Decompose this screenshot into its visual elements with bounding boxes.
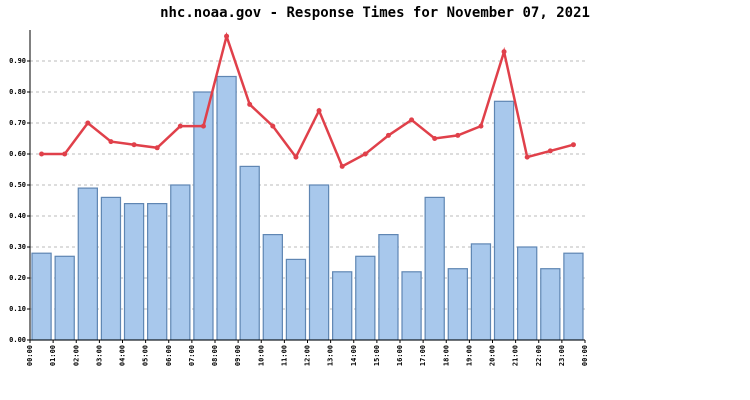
bar xyxy=(424,196,445,341)
x-tick-label: 01:00 xyxy=(49,345,57,366)
bar xyxy=(147,203,168,341)
point xyxy=(455,132,461,138)
chart-title: nhc.noaa.gov - Response Times for Novemb… xyxy=(160,5,590,21)
point xyxy=(85,120,91,126)
bar xyxy=(193,91,214,341)
x-tick-label: 13:00 xyxy=(327,345,335,366)
bar xyxy=(563,252,584,341)
point xyxy=(39,151,45,157)
x-tick-label: 09:00 xyxy=(234,345,242,366)
point xyxy=(131,142,137,148)
bar xyxy=(401,271,422,341)
bar xyxy=(517,246,538,341)
x-tick-label: 14:00 xyxy=(350,345,358,366)
point xyxy=(385,132,391,138)
x-tick-label: 20:00 xyxy=(489,345,497,366)
y-tick-label: 0.80 xyxy=(9,88,26,96)
bar xyxy=(447,268,468,341)
x-tick-label: 03:00 xyxy=(95,345,103,366)
line xyxy=(41,31,574,169)
bar xyxy=(378,234,399,341)
x-tick-label: 22:00 xyxy=(535,345,543,366)
x-tick-label: 17:00 xyxy=(419,345,427,366)
y-tick-label: 0.00 xyxy=(9,336,26,344)
bar xyxy=(170,184,191,341)
x-tick-label: 06:00 xyxy=(165,345,173,366)
point xyxy=(478,123,484,129)
bar xyxy=(285,258,307,341)
point xyxy=(362,151,368,157)
y-tick-label: 0.70 xyxy=(9,119,26,127)
x-tick-label: 07:00 xyxy=(188,345,196,366)
bar xyxy=(54,255,75,341)
bar xyxy=(470,243,492,341)
point xyxy=(524,154,530,160)
point xyxy=(316,108,322,114)
x-tick-label: 18:00 xyxy=(442,345,450,366)
bar xyxy=(308,184,330,341)
x-tick-label: 00:00 xyxy=(581,345,589,366)
point xyxy=(108,139,114,145)
x-tick-label: 12:00 xyxy=(304,345,312,366)
x-tick-label: 16:00 xyxy=(396,345,404,366)
bar xyxy=(31,252,52,341)
y-tick-label: 0.20 xyxy=(9,274,26,282)
x-tick-label: 11:00 xyxy=(280,345,288,366)
x-tick-label: 19:00 xyxy=(465,345,473,366)
y-tick-label: 0.30 xyxy=(9,243,26,251)
x-tick-label: 08:00 xyxy=(211,345,219,366)
bar xyxy=(123,203,145,341)
point xyxy=(501,49,507,55)
x-tick-label: 02:00 xyxy=(72,345,80,366)
point xyxy=(154,145,160,151)
point xyxy=(547,148,553,154)
x-tick-label: 04:00 xyxy=(119,345,127,366)
point xyxy=(200,123,206,129)
point xyxy=(293,154,299,160)
bar xyxy=(355,255,376,341)
x-tick-label: 15:00 xyxy=(373,345,381,366)
bar xyxy=(77,187,98,341)
bar xyxy=(332,271,353,341)
y-tick-label: 0.10 xyxy=(9,305,26,313)
y-tick-label: 0.50 xyxy=(9,181,26,189)
point xyxy=(62,151,68,157)
point xyxy=(177,123,183,129)
x-tick-label: 21:00 xyxy=(512,345,520,366)
y-tick-label: 0.40 xyxy=(9,212,26,220)
y-tick-label: 0.90 xyxy=(9,57,26,65)
bar xyxy=(493,100,515,341)
point xyxy=(339,163,345,169)
bar xyxy=(540,268,561,341)
point xyxy=(224,33,230,39)
point xyxy=(432,136,438,141)
y-tick-label: 0.60 xyxy=(9,150,26,158)
x-tick-label: 10:00 xyxy=(257,345,265,366)
bar xyxy=(239,165,260,341)
x-tick-label: 00:00 xyxy=(26,345,34,366)
x-tick-label: 23:00 xyxy=(558,345,566,366)
bar xyxy=(100,196,122,341)
point xyxy=(247,101,253,107)
point xyxy=(570,142,576,148)
bar xyxy=(216,75,237,341)
x-tick-label: 05:00 xyxy=(142,345,150,366)
point xyxy=(409,117,415,123)
point xyxy=(270,123,276,129)
bar xyxy=(262,234,283,341)
